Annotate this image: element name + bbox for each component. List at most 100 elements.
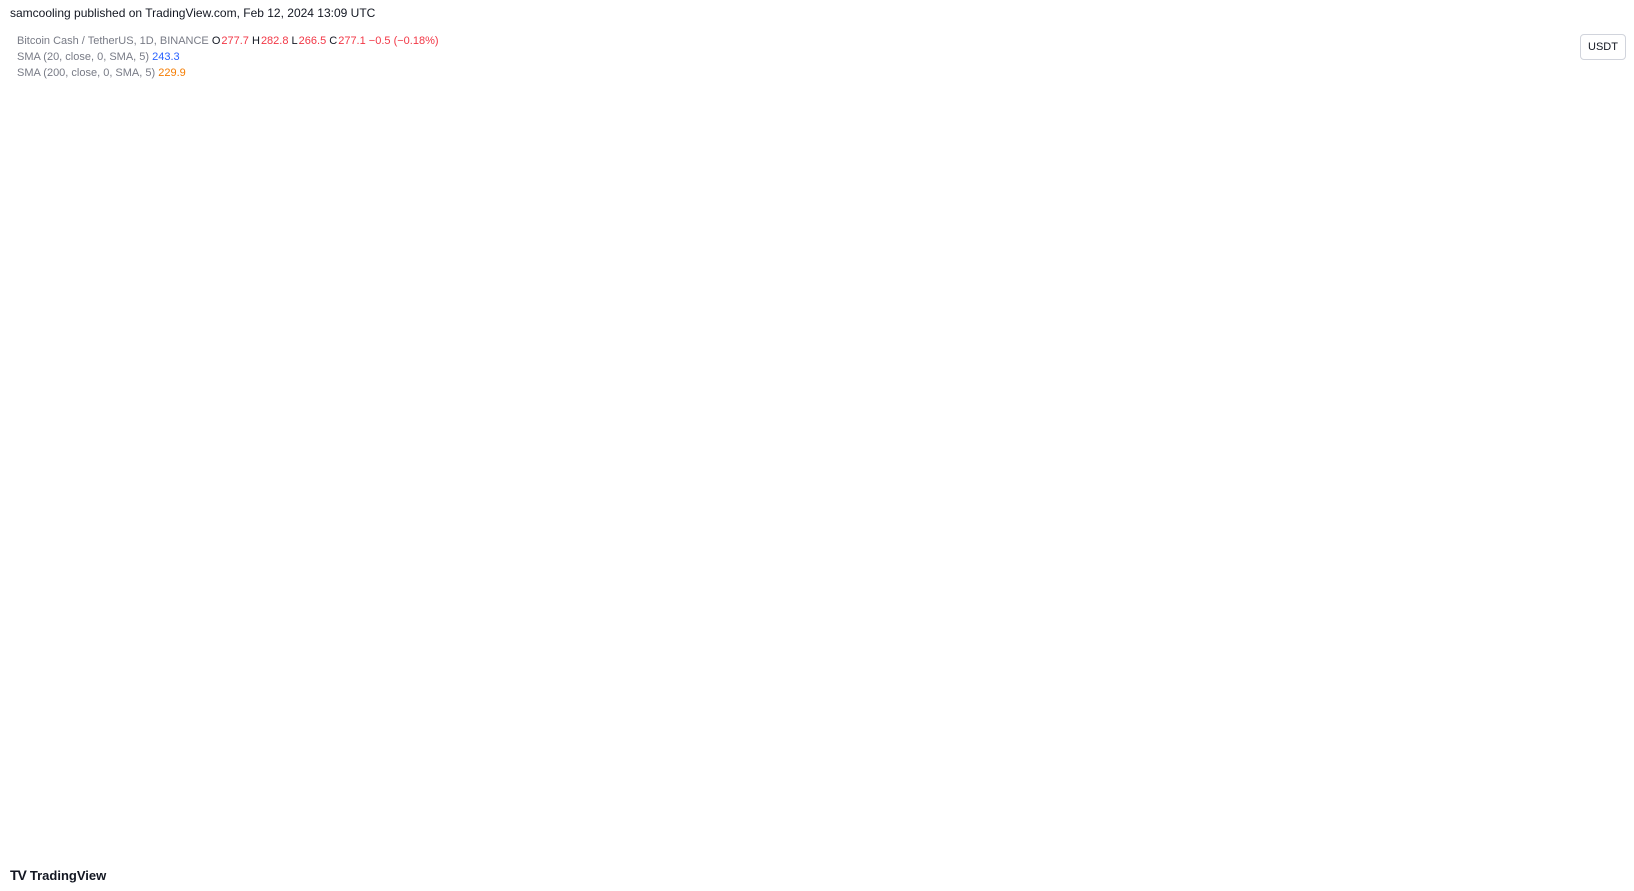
- candle-body: [132, 279, 137, 298]
- candle-body: [856, 92, 861, 111]
- candle-body: [913, 110, 918, 173]
- y-tick-label: 280.0: [1529, 22, 1557, 34]
- x-tick-label: 18: [1379, 800, 1393, 814]
- x-tick-label: Feb: [1083, 800, 1104, 814]
- candle-body: [647, 190, 651, 200]
- trend-line-green: [0, 580, 1437, 590]
- candle-body: [1091, 157, 1096, 164]
- legend-low: 266.5: [298, 35, 327, 47]
- candle-body: [113, 285, 118, 292]
- candle-body: [380, 208, 385, 218]
- candle-body: [1072, 163, 1077, 170]
- candle-body: [602, 157, 607, 182]
- x-tick-label: 14: [585, 800, 599, 814]
- candle-body: [386, 202, 391, 218]
- candle-body: [75, 306, 80, 319]
- candle-body: [1097, 151, 1102, 158]
- legend-close-label: C: [329, 35, 338, 47]
- economic-event-icon: [1183, 773, 1202, 791]
- candle-body: [570, 148, 575, 158]
- candle-body: [1104, 127, 1109, 152]
- candle-body: [983, 169, 988, 176]
- price-label: 235.0: [1514, 156, 1542, 168]
- candle-body: [875, 98, 880, 146]
- candle-body: [869, 62, 874, 99]
- candle-body: [361, 151, 366, 155]
- legend-sma20-value: 243.3: [152, 51, 180, 63]
- trend-line-support: [0, 91, 1437, 487]
- candle-body: [1008, 157, 1013, 182]
- candle-body: [94, 318, 99, 328]
- profit-target-zone: [1157, 0, 1373, 36]
- candle-body: [589, 166, 594, 179]
- brand-name: TradingView: [29, 868, 107, 883]
- x-tick-label: Dec: [689, 800, 710, 814]
- candle-body: [246, 193, 251, 209]
- candle-body: [221, 234, 226, 265]
- price-label: 190.0: [1514, 289, 1542, 301]
- candle-body: [1110, 115, 1115, 128]
- legend-sma200-row: SMA (200, close, 0, SMA, 5) 229.9: [17, 65, 439, 81]
- candle-body: [24, 154, 29, 167]
- candle-body: [443, 62, 448, 128]
- candle-body: [653, 190, 658, 200]
- candle-body: [596, 157, 601, 179]
- candle-body: [69, 306, 74, 331]
- candle-body: [50, 172, 55, 188]
- candle-body: [564, 157, 569, 164]
- candle-body: [81, 309, 86, 319]
- legend-sma20-label[interactable]: SMA (20, close, 0, SMA, 5): [17, 51, 150, 63]
- candle-body: [907, 154, 912, 173]
- candle-body: [1053, 163, 1058, 167]
- candle-body: [272, 222, 277, 232]
- candle-body: [939, 32, 944, 81]
- candle-body: [1078, 157, 1083, 170]
- candle-body: [577, 139, 582, 149]
- price-label: 277.1: [1514, 31, 1542, 43]
- candle-body: [323, 127, 328, 143]
- candle-body: [354, 151, 359, 158]
- candle-body: [145, 190, 150, 215]
- candle-body: [1002, 169, 1007, 182]
- candle-body: [1021, 163, 1026, 188]
- candle-body: [37, 172, 42, 179]
- candle-body: [507, 127, 512, 134]
- candle-body: [989, 160, 994, 176]
- candle-body: [316, 115, 321, 128]
- x-tick-label: 14: [1, 800, 15, 814]
- candle-body: [259, 190, 264, 215]
- legend-change: −0.5 (−0.18%): [368, 35, 439, 47]
- candle-body: [659, 181, 664, 191]
- y-tick-label: 180.0: [1529, 319, 1557, 331]
- legend-low-label: L: [291, 35, 298, 47]
- candle-body: [399, 202, 404, 212]
- x-tick-label: 14: [1176, 800, 1190, 814]
- legend-sma200-label[interactable]: SMA (200, close, 0, SMA, 5): [17, 67, 156, 79]
- legend-symbol[interactable]: Bitcoin Cash / TetherUS, 1D, BINANCE: [17, 35, 209, 47]
- candle-body: [234, 193, 239, 241]
- candle-body: [126, 252, 131, 298]
- currency-unit-button[interactable]: USDT: [1580, 34, 1626, 60]
- candle-body: [805, 148, 810, 155]
- tradingview-brand[interactable]: TV TradingView: [10, 867, 106, 883]
- candle-body: [704, 98, 709, 111]
- candle-body: [558, 151, 563, 164]
- candle-body: [793, 160, 798, 176]
- candle-body: [56, 187, 61, 232]
- legend-high-label: H: [251, 35, 260, 47]
- candle-body: [970, 121, 975, 146]
- candle-body: [227, 234, 232, 241]
- candle-body: [88, 309, 93, 319]
- legend-close: 277.1: [338, 35, 366, 47]
- candle-body: [615, 181, 620, 203]
- candle-body: [754, 175, 759, 191]
- candle-body: [1066, 163, 1071, 176]
- candle-body: [837, 71, 842, 96]
- candle-body: [500, 127, 505, 134]
- candle-body: [926, 44, 931, 116]
- candle-body: [488, 112, 493, 122]
- candle-body: [685, 86, 690, 128]
- candle-body: [62, 231, 67, 331]
- candle-body: [310, 115, 315, 134]
